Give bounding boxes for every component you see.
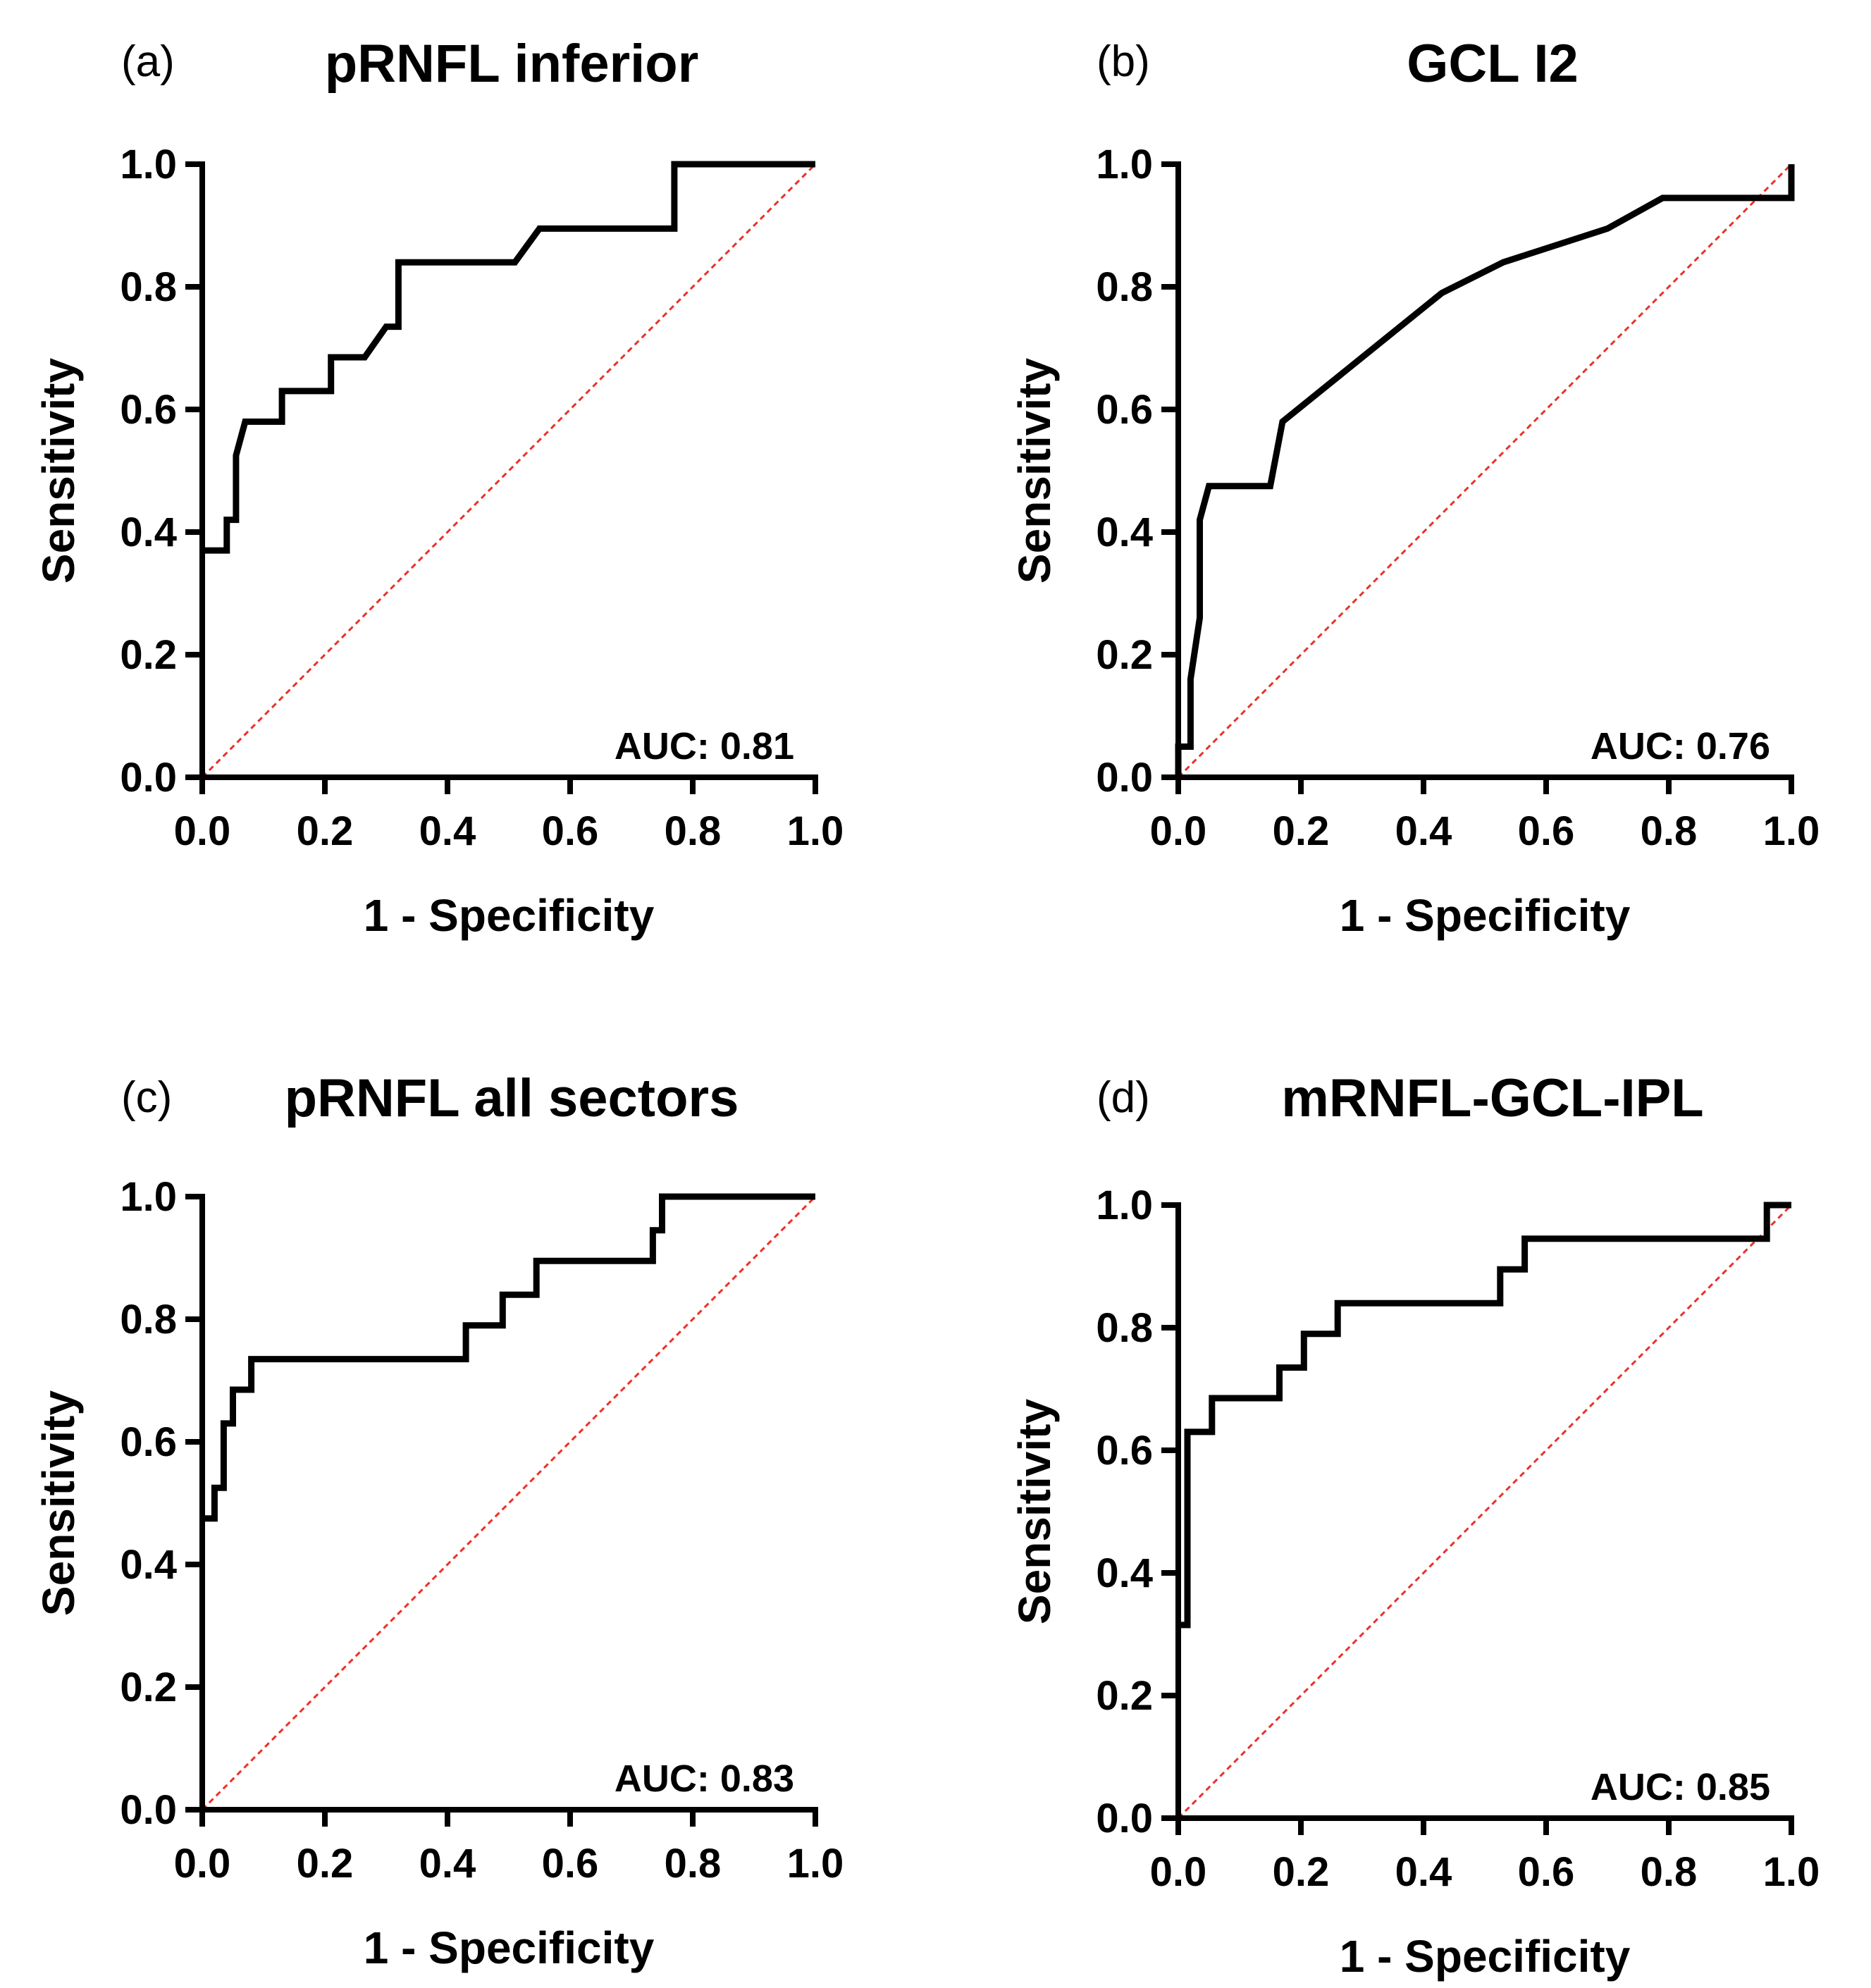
panel-d-x-tick-label-4: 0.8	[1641, 1849, 1698, 1895]
panel-a-tag: (a)	[121, 37, 175, 86]
panel-c-x-tick-labels: 0.0 0.2 0.4 0.6 0.8 1.0	[174, 1841, 844, 1887]
panel-c-y-tick-label-2: 0.4	[120, 1542, 177, 1588]
panel-c-x-ticks	[199, 1810, 818, 1827]
panel-d-x-tick-label-3: 0.6	[1518, 1849, 1575, 1895]
panel-a-x-tick-label-4: 0.8	[665, 808, 722, 854]
panel-d-title: mRNFL-GCL-IPL	[1281, 1068, 1703, 1128]
panel-b-title: GCL I2	[1407, 34, 1579, 94]
panel-a-x-tick-label-5: 1.0	[787, 808, 844, 854]
panel-d-x-tick-label-1: 0.2	[1273, 1849, 1330, 1895]
panel-a-x-ticks	[199, 777, 818, 794]
panel-b-y-tick-label-1: 0.2	[1096, 632, 1153, 678]
panel-a-y-tick-labels: 0.0 0.2 0.4 0.6 0.8 1.0	[120, 142, 177, 801]
panel-a-y-tick-label-4: 0.8	[120, 264, 177, 310]
panel-c-y-tick-label-0: 0.0	[120, 1787, 177, 1833]
panel-b-y-tick-label-5: 1.0	[1096, 142, 1153, 187]
panel-d-x-tick-label-2: 0.4	[1395, 1849, 1452, 1895]
panel-a: (a) pRNFL inferior 0.0 0.2 0.4 0.6 0.8	[33, 34, 844, 941]
panel-c-x-tick-label-3: 0.6	[542, 1841, 599, 1887]
panel-c-y-axis-label: Sensitivity	[33, 1390, 84, 1617]
panel-c-x-tick-label-1: 0.2	[297, 1841, 354, 1887]
panel-d-y-tick-label-4: 0.8	[1096, 1305, 1153, 1351]
panel-d-y-tick-label-3: 0.6	[1096, 1428, 1153, 1474]
panel-a-title: pRNFL inferior	[325, 34, 699, 94]
panel-b-x-tick-label-1: 0.2	[1273, 808, 1330, 854]
panel-b-x-tick-label-2: 0.4	[1395, 808, 1452, 854]
panel-c-y-ticks	[185, 1194, 202, 1813]
panel-b-x-tick-labels: 0.0 0.2 0.4 0.6 0.8 1.0	[1150, 808, 1820, 854]
panel-c-x-tick-label-2: 0.4	[419, 1841, 476, 1887]
panel-a-roc-curve	[202, 161, 815, 554]
panel-a-y-tick-label-0: 0.0	[120, 755, 177, 801]
panel-c-roc-curve	[202, 1193, 815, 1522]
panel-a-y-tick-label-3: 0.6	[120, 387, 177, 433]
panel-a-reference-line	[201, 163, 817, 779]
panel-d-reference-line	[1177, 1204, 1793, 1820]
panel-b-tag: (b)	[1097, 37, 1150, 86]
panel-d-x-tick-label-0: 0.0	[1150, 1849, 1207, 1895]
panel-c-x-axis-label: 1 - Specificity	[364, 1922, 655, 1973]
panel-d-y-tick-label-1: 0.2	[1096, 1673, 1153, 1719]
panel-d-x-tick-labels: 0.0 0.2 0.4 0.6 0.8 1.0	[1150, 1849, 1820, 1895]
panel-a-y-axis-label: Sensitivity	[33, 358, 84, 584]
panel-b-x-axis-label: 1 - Specificity	[1340, 890, 1631, 941]
panel-b-x-tick-label-0: 0.0	[1150, 808, 1207, 854]
panel-b-auc-label: AUC: 0.76	[1591, 725, 1770, 767]
panel-b-x-ticks	[1175, 777, 1794, 794]
panel-b: (b) GCL I2 0.0 0.2 0.4 0.6 0.8 1.0	[1009, 34, 1820, 941]
panel-b-y-tick-label-2: 0.4	[1096, 510, 1153, 555]
panel-c-tag: (c)	[121, 1073, 172, 1122]
panel-b-y-tick-label-0: 0.0	[1096, 755, 1153, 801]
panel-a-x-tick-label-0: 0.0	[174, 808, 231, 854]
panel-b-y-axis-label: Sensitivity	[1009, 358, 1060, 584]
panel-d-y-tick-label-2: 0.4	[1096, 1550, 1153, 1596]
panel-d-y-tick-label-0: 0.0	[1096, 1796, 1153, 1841]
panel-d: (d) mRNFL-GCL-IPL 0.0 0.2 0.4 0.6 0.8	[1009, 1068, 1820, 1982]
panel-a-y-tick-label-5: 1.0	[120, 142, 177, 187]
panel-c-x-tick-label-0: 0.0	[174, 1841, 231, 1887]
panel-c-y-tick-label-1: 0.2	[120, 1665, 177, 1710]
panel-b-x-tick-label-3: 0.6	[1518, 808, 1575, 854]
panel-a-x-tick-label-1: 0.2	[297, 808, 354, 854]
panel-a-y-ticks	[185, 161, 202, 780]
panel-c-x-tick-label-5: 1.0	[787, 1841, 844, 1887]
panel-a-x-axis-label: 1 - Specificity	[364, 890, 655, 941]
panel-c-y-tick-labels: 0.0 0.2 0.4 0.6 0.8 1.0	[120, 1174, 177, 1833]
panel-d-x-axis-label: 1 - Specificity	[1340, 1931, 1631, 1982]
panel-a-y-tick-label-1: 0.2	[120, 632, 177, 678]
panel-a-x-tick-label-3: 0.6	[542, 808, 599, 854]
panel-d-y-tick-label-5: 1.0	[1096, 1183, 1153, 1228]
panel-c: (c) pRNFL all sectors 0.0 0.2 0.4 0.6 0.…	[33, 1068, 844, 1973]
panel-b-y-tick-label-4: 0.8	[1096, 264, 1153, 310]
panel-d-y-axis-label: Sensitivity	[1009, 1399, 1060, 1625]
panel-b-x-tick-label-4: 0.8	[1641, 808, 1698, 854]
panel-b-roc-curve	[1175, 164, 1795, 777]
panel-b-x-tick-label-5: 1.0	[1763, 808, 1820, 854]
panel-a-y-tick-label-2: 0.4	[120, 510, 177, 555]
panel-d-tag: (d)	[1097, 1073, 1150, 1122]
panel-d-roc-curve	[1178, 1202, 1791, 1629]
panel-b-reference-line	[1177, 163, 1793, 779]
panel-c-y-tick-label-4: 0.8	[120, 1297, 177, 1342]
panel-b-y-tick-labels: 0.0 0.2 0.4 0.6 0.8 1.0	[1096, 142, 1153, 801]
panel-c-y-tick-label-5: 1.0	[120, 1174, 177, 1220]
panel-c-reference-line	[201, 1195, 817, 1811]
panel-a-x-tick-label-2: 0.4	[419, 808, 476, 854]
panel-c-title: pRNFL all sectors	[285, 1068, 739, 1128]
panel-d-auc-label: AUC: 0.85	[1591, 1766, 1770, 1808]
panel-d-x-tick-label-5: 1.0	[1763, 1849, 1820, 1895]
panel-a-auc-label: AUC: 0.81	[615, 725, 794, 767]
panel-d-x-ticks	[1175, 1818, 1794, 1835]
panel-c-x-tick-label-4: 0.8	[665, 1841, 722, 1887]
panel-c-auc-label: AUC: 0.83	[615, 1758, 794, 1800]
panel-d-y-tick-labels: 0.0 0.2 0.4 0.6 0.8 1.0	[1096, 1183, 1153, 1841]
panel-b-y-tick-label-3: 0.6	[1096, 387, 1153, 433]
panel-c-y-tick-label-3: 0.6	[120, 1419, 177, 1465]
panel-a-x-tick-labels: 0.0 0.2 0.4 0.6 0.8 1.0	[174, 808, 844, 854]
